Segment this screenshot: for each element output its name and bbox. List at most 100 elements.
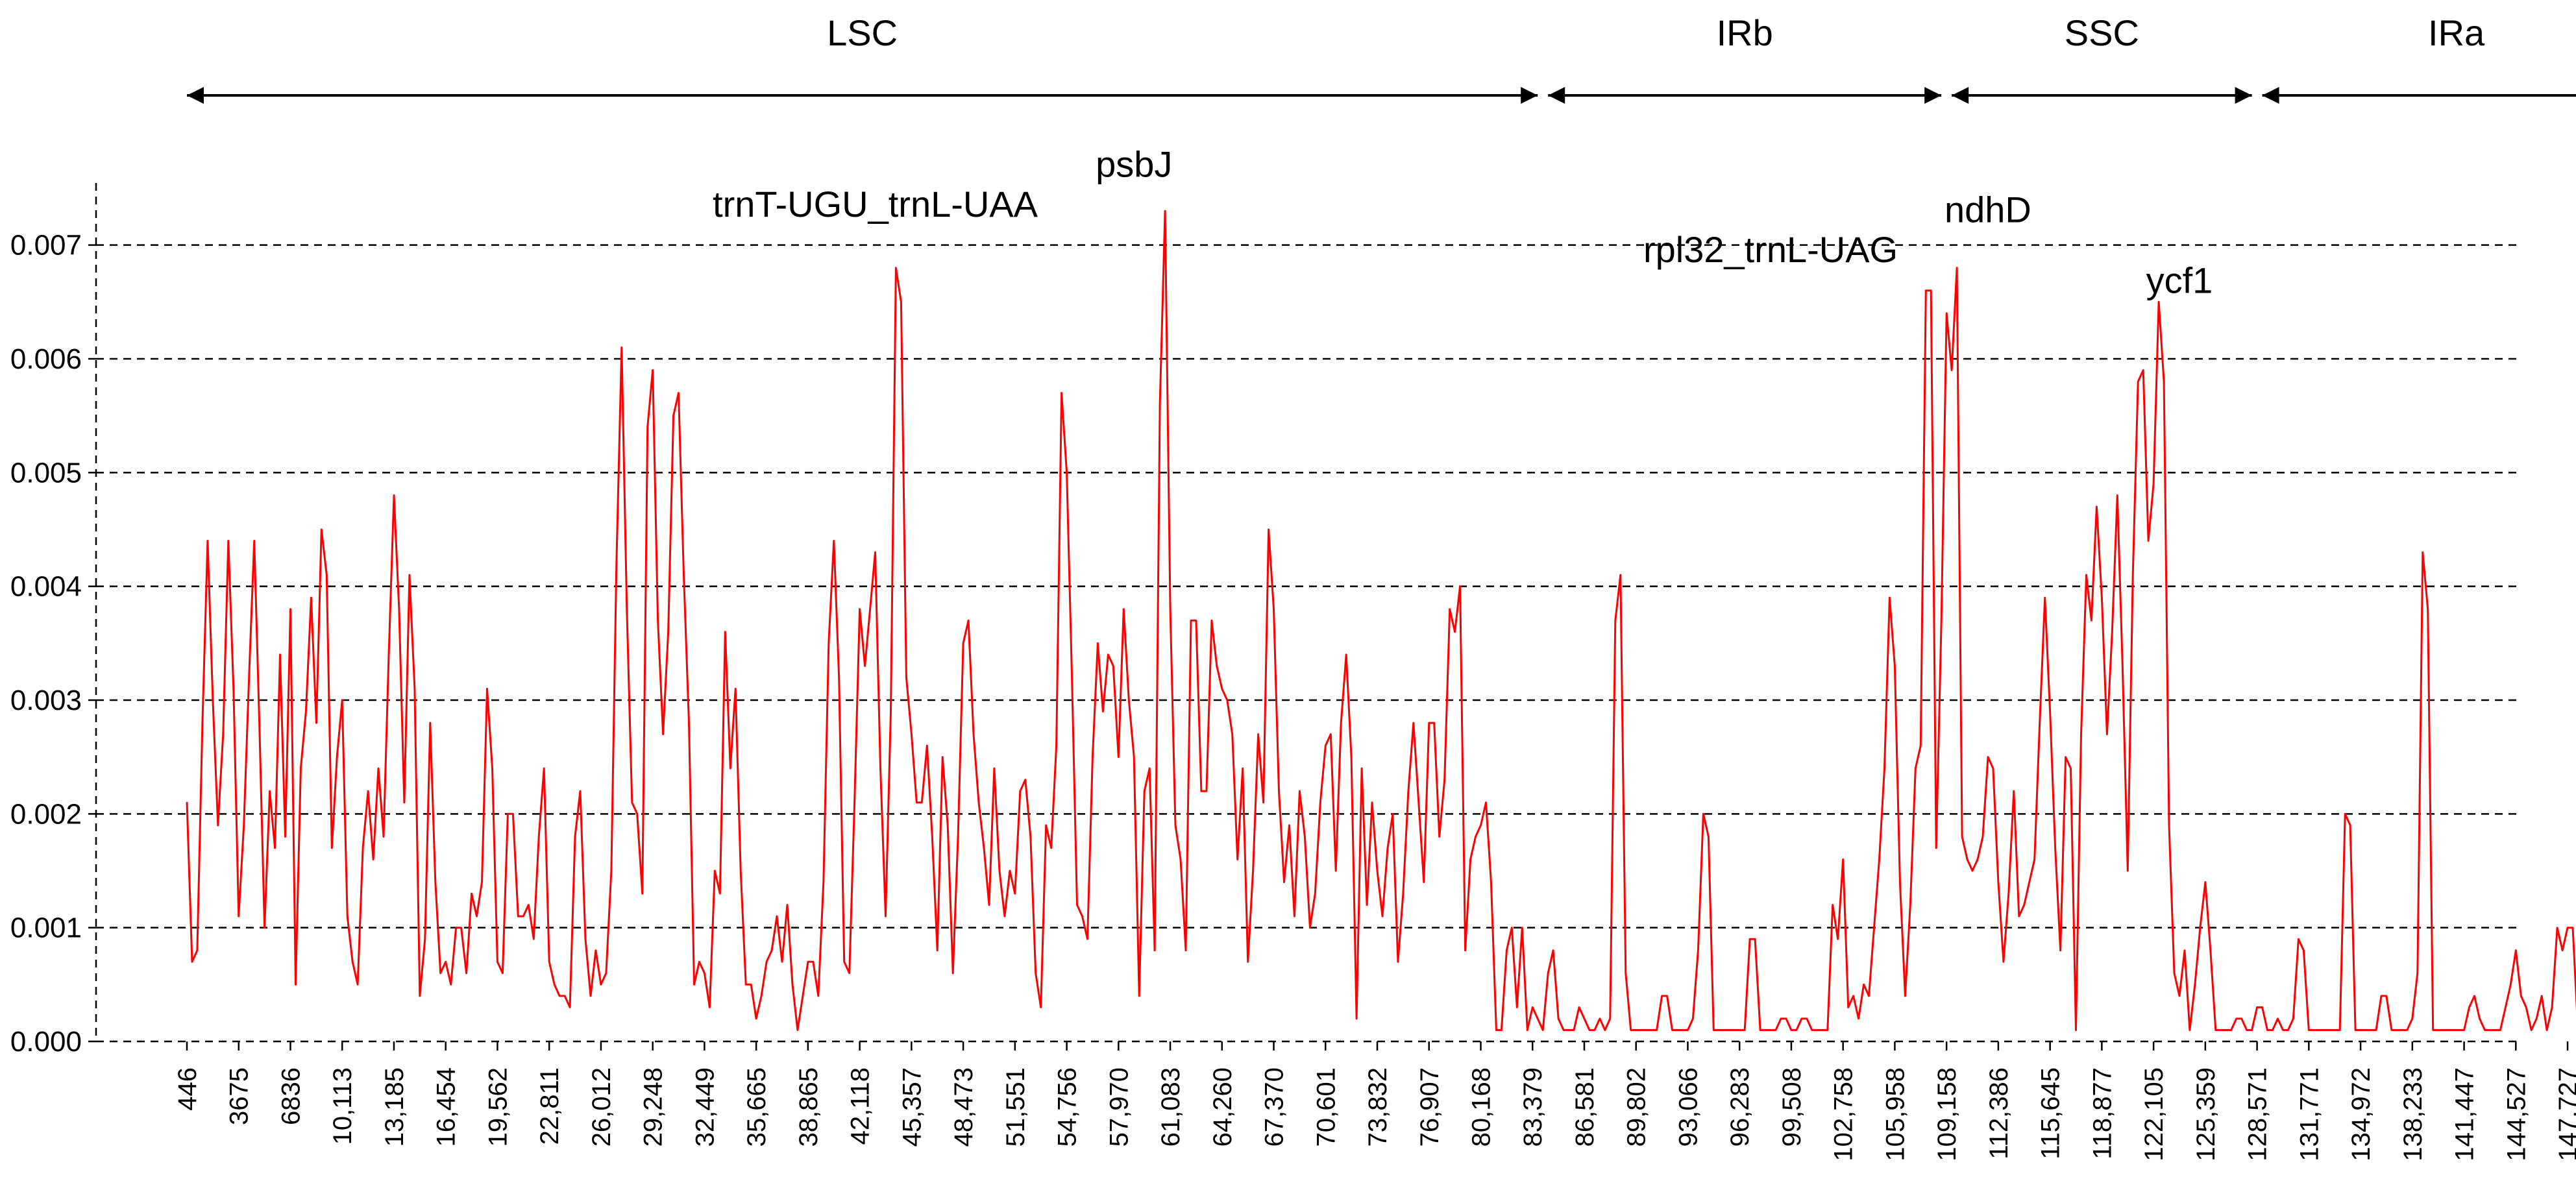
peak-label: trnT-UGU_trnL-UAA xyxy=(713,184,1038,225)
data-point xyxy=(931,836,933,838)
data-point xyxy=(1061,392,1062,394)
x-tick-label: 45,357 xyxy=(898,1067,926,1147)
data-point xyxy=(1821,1029,1823,1031)
data-point xyxy=(745,984,747,986)
data-point xyxy=(2096,505,2098,508)
data-point xyxy=(258,722,260,724)
data-point xyxy=(1966,858,1969,860)
data-point xyxy=(1625,972,1626,975)
data-point xyxy=(2401,1029,2403,1031)
data-point xyxy=(1920,744,1922,747)
data-point xyxy=(2189,1029,2191,1031)
data-point xyxy=(2173,972,2176,975)
data-point xyxy=(1516,1006,1518,1008)
data-point xyxy=(1397,961,1399,963)
data-point xyxy=(1138,995,1140,997)
data-point xyxy=(186,801,188,804)
data-point xyxy=(1713,1029,1715,1031)
data-point xyxy=(1904,995,1906,997)
data-point xyxy=(2116,494,2118,496)
data-point xyxy=(2209,949,2211,951)
data-point xyxy=(2261,1006,2263,1008)
data-point xyxy=(983,847,985,849)
x-tick-label: 125,359 xyxy=(2192,1067,2220,1161)
data-point xyxy=(238,915,239,917)
data-point xyxy=(289,608,291,610)
data-point xyxy=(1899,881,1901,883)
data-point xyxy=(1650,1029,1652,1031)
data-point xyxy=(1832,904,1834,906)
data-point xyxy=(1123,608,1125,610)
data-point xyxy=(1149,768,1151,770)
data-point xyxy=(905,676,907,679)
data-point xyxy=(1552,949,1554,951)
data-point xyxy=(1744,1029,1746,1031)
data-point xyxy=(2220,1029,2222,1031)
data-point xyxy=(1894,665,1896,667)
data-point xyxy=(2049,711,2051,712)
data-point xyxy=(2390,1029,2393,1031)
data-point xyxy=(833,540,835,542)
data-point xyxy=(2484,1029,2486,1031)
x-tick-label: 138,233 xyxy=(2399,1067,2427,1161)
data-point xyxy=(408,574,411,576)
data-point xyxy=(2085,574,2087,576)
data-point xyxy=(2432,1029,2434,1031)
data-point xyxy=(1992,768,1994,770)
data-point xyxy=(356,984,359,986)
data-point xyxy=(2266,1029,2268,1031)
data-point xyxy=(952,972,954,975)
data-point xyxy=(2147,540,2150,542)
x-tick-label: 105,958 xyxy=(1881,1067,1909,1161)
data-point xyxy=(315,722,317,724)
x-tick-label: 70,601 xyxy=(1312,1067,1340,1147)
data-point xyxy=(786,904,789,906)
data-point xyxy=(522,915,524,917)
data-point xyxy=(372,858,374,860)
x-tick-label: 29,248 xyxy=(639,1067,668,1147)
x-tick-label: 64,260 xyxy=(1208,1067,1237,1147)
data-point xyxy=(1692,1017,1694,1020)
data-point xyxy=(1019,790,1022,792)
data-point xyxy=(1299,790,1301,792)
data-point xyxy=(1774,1029,1777,1031)
data-point xyxy=(2370,1029,2372,1031)
data-point xyxy=(714,869,716,872)
data-point xyxy=(341,699,343,701)
data-point xyxy=(548,961,550,963)
data-point xyxy=(2545,1029,2548,1031)
x-tick-label: 134,972 xyxy=(2347,1067,2375,1161)
data-point xyxy=(2380,995,2383,997)
data-point xyxy=(2385,995,2388,997)
data-point xyxy=(512,813,514,815)
data-point xyxy=(1221,688,1223,690)
x-tick-label: 122,105 xyxy=(2140,1067,2168,1161)
data-point xyxy=(1257,733,1259,735)
data-point xyxy=(227,540,229,542)
data-point xyxy=(1294,915,1295,917)
data-point xyxy=(1428,722,1430,724)
data-point xyxy=(652,369,654,371)
data-point xyxy=(942,756,944,758)
x-tick-label: 48,473 xyxy=(950,1067,978,1147)
data-point xyxy=(2411,1017,2413,1020)
data-point xyxy=(1635,1029,1637,1031)
data-point xyxy=(2157,301,2160,303)
data-point xyxy=(1335,869,1337,872)
arrowhead-left xyxy=(1952,87,1969,104)
x-tick-label: 144,527 xyxy=(2502,1067,2531,1161)
data-point xyxy=(1764,1029,1767,1031)
data-point xyxy=(998,869,1001,872)
data-point xyxy=(678,392,680,394)
data-point xyxy=(770,949,773,951)
x-tick-label: 80,168 xyxy=(1467,1067,1496,1147)
region-label-ira: IRa xyxy=(2428,12,2485,53)
data-point xyxy=(1371,801,1373,804)
data-point xyxy=(1153,949,1156,951)
data-point xyxy=(2023,904,2025,906)
data-point xyxy=(1423,881,1425,883)
data-point xyxy=(750,984,752,986)
data-point xyxy=(2510,984,2512,986)
data-point xyxy=(2018,915,2020,917)
x-tick-label: 112,386 xyxy=(1985,1067,2013,1160)
